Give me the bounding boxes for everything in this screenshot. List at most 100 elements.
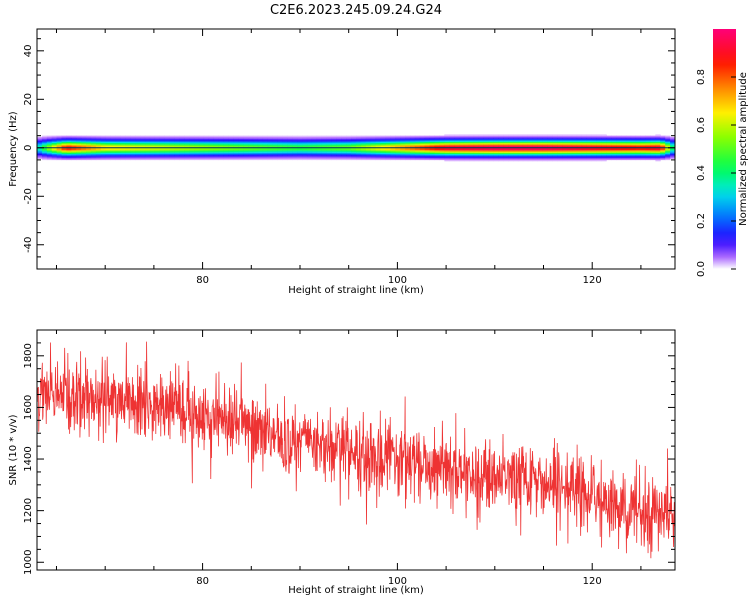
heatmap-cell (380, 150, 386, 152)
heatmap-cell (326, 158, 332, 161)
heatmap-cell (508, 142, 514, 145)
heatmap-cell (360, 135, 367, 138)
heatmap-cell (409, 146, 416, 148)
heatmap-cell (86, 155, 92, 157)
heatmap-cell (228, 158, 234, 161)
heatmap-cell (316, 156, 323, 158)
heatmap-cell (473, 136, 480, 139)
heatmap-cell (86, 142, 92, 145)
heatmap-cell (223, 145, 229, 147)
heatmap-cell (248, 138, 254, 140)
heatmap-cell (532, 139, 538, 141)
heatmap-cell (203, 140, 210, 142)
heatmap-cell (370, 150, 377, 152)
heatmap-cell (400, 140, 406, 142)
heatmap-cell (326, 138, 332, 140)
heatmap-cell (532, 141, 538, 144)
heatmap-cell (360, 144, 367, 146)
heatmap-cell (262, 144, 269, 146)
heatmap-cell (542, 135, 548, 138)
heatmap-cell (336, 142, 342, 145)
heatmap-cell (41, 141, 48, 144)
heatmap-cell (557, 151, 563, 153)
heatmap-cell (356, 149, 362, 151)
snr-x-tick-label: 80 (196, 576, 209, 587)
heatmap-cell (66, 150, 72, 152)
heatmap-cell (90, 151, 97, 153)
heatmap-cell (252, 153, 259, 156)
heatmap-cell (169, 147, 175, 150)
heatmap-cell (149, 144, 156, 146)
heatmap-cell (360, 139, 367, 141)
heatmap-cell (159, 153, 165, 156)
heatmap-cell (419, 136, 426, 139)
heatmap-cell (238, 138, 244, 140)
heatmap-cell (277, 139, 283, 141)
heatmap-cell (90, 147, 97, 150)
heatmap-cell (542, 152, 548, 155)
heatmap-cell (243, 141, 249, 144)
heatmap-cell (115, 147, 121, 150)
heatmap-cell (567, 155, 573, 157)
heatmap-cell (400, 156, 406, 158)
heatmap-cell (567, 140, 573, 142)
heatmap-cell (174, 156, 180, 158)
heatmap-cell (571, 136, 578, 139)
heatmap-cell (267, 150, 273, 152)
heatmap-cell (272, 157, 278, 159)
heatmap-cell (395, 152, 401, 155)
heatmap-cell (365, 139, 372, 141)
heatmap-cell (390, 155, 396, 157)
heatmap-cell (326, 144, 332, 146)
heatmap-cell (522, 158, 529, 161)
heatmap-cell (316, 152, 323, 155)
heatmap-cell (218, 139, 224, 141)
heatmap-cell (159, 147, 165, 150)
heatmap-cell (252, 156, 259, 158)
heatmap-cell (321, 135, 327, 138)
heatmap-cell (630, 136, 637, 139)
heatmap-cell (571, 134, 578, 136)
heatmap-cell (360, 138, 367, 140)
heatmap-cell (228, 136, 234, 139)
heatmap-cell (532, 135, 538, 138)
heatmap-cell (174, 150, 180, 152)
heatmap-cell (503, 141, 509, 144)
heatmap-cell (601, 156, 607, 158)
heatmap-cell (51, 151, 58, 153)
heatmap-cell (341, 155, 347, 157)
heatmap-cell (552, 159, 558, 162)
heatmap-cell (635, 147, 642, 150)
snr-x-tick-label: 100 (388, 576, 407, 587)
heatmap-cell (444, 147, 450, 150)
heatmap-cell (503, 135, 509, 138)
heatmap-cell (581, 141, 588, 144)
heatmap-cell (468, 153, 475, 156)
heatmap-cell (135, 141, 141, 144)
heatmap-cell (86, 156, 92, 158)
heatmap-cell (630, 138, 637, 140)
heatmap-cell (552, 150, 558, 152)
heatmap-cell (571, 156, 578, 158)
heatmap-cell (360, 151, 367, 153)
heatmap-cell (527, 152, 534, 155)
heatmap-cell (459, 139, 465, 141)
heatmap-cell (468, 151, 475, 153)
heatmap-cell (71, 138, 77, 140)
heatmap-cell (169, 135, 175, 138)
heatmap-cell (223, 142, 229, 145)
heatmap-cell (297, 149, 303, 151)
heatmap-cell (66, 140, 72, 142)
heatmap-cell (282, 146, 288, 148)
heatmap-cell (41, 157, 48, 159)
heatmap-cell (110, 156, 116, 158)
heatmap-cell (110, 139, 116, 141)
heatmap-cell (454, 156, 460, 158)
heatmap-cell (517, 150, 524, 152)
heatmap-cell (159, 149, 165, 151)
heatmap-cell (665, 138, 671, 140)
heatmap-cell (257, 145, 264, 147)
heatmap-cell (562, 159, 568, 162)
heatmap-cell (640, 155, 646, 157)
heatmap-cell (76, 150, 82, 152)
